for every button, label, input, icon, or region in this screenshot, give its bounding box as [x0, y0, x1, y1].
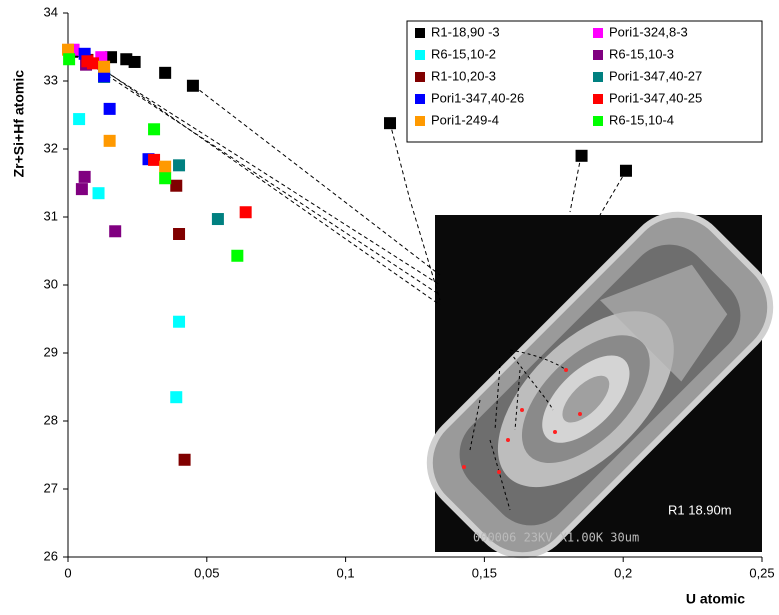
legend-label: R1-18,90 -3: [431, 24, 500, 39]
legend-label: Pori1-324,8-3: [609, 24, 688, 39]
y-tick-label: 27: [44, 480, 58, 495]
y-tick-label: 32: [44, 140, 58, 155]
point: [619, 164, 632, 177]
y-tick-label: 26: [44, 548, 58, 563]
point: [109, 225, 122, 238]
y-tick-label: 29: [44, 344, 58, 359]
legend-swatch: [593, 28, 603, 38]
point: [239, 206, 252, 219]
point: [173, 315, 186, 328]
y-tick-label: 33: [44, 72, 58, 87]
legend-label: Pori1-347,40-25: [609, 90, 702, 105]
x-tick-label: 0,15: [472, 565, 497, 580]
legend-swatch: [415, 28, 425, 38]
point: [148, 153, 161, 166]
y-tick-label: 34: [44, 4, 58, 19]
point: [78, 170, 91, 183]
point: [103, 134, 116, 147]
legend-swatch: [415, 116, 425, 126]
point: [211, 213, 224, 226]
inset-label: R1 18.90m: [668, 502, 732, 517]
x-axis-label: U atomic: [686, 591, 745, 607]
point: [159, 66, 172, 79]
legend-label: Pori1-347,40-27: [609, 68, 702, 83]
y-tick-label: 30: [44, 276, 58, 291]
legend-box: [406, 20, 763, 143]
x-tick-label: 0,1: [337, 565, 355, 580]
point: [128, 55, 141, 68]
point: [62, 43, 74, 56]
point: [105, 51, 118, 64]
point: [63, 53, 76, 66]
x-tick-label: 0,2: [614, 565, 632, 580]
point: [92, 187, 105, 200]
leader-lines: [74, 51, 627, 306]
x-tick-label: 0: [64, 565, 71, 580]
legend-swatch: [593, 72, 603, 82]
point: [173, 159, 186, 172]
legend-swatch: [593, 50, 603, 60]
legend-swatch: [593, 94, 603, 104]
legend-swatch: [415, 94, 425, 104]
point: [384, 117, 397, 130]
legend-label: Pori1-249-4: [431, 112, 499, 127]
point: [86, 57, 99, 70]
legend-swatch: [415, 50, 425, 60]
y-tick-label: 31: [44, 208, 58, 223]
legend-swatch: [415, 72, 425, 82]
legend-label: R6-15,10-2: [431, 46, 496, 61]
point: [148, 123, 161, 136]
point: [159, 172, 172, 185]
point: [75, 183, 88, 196]
point: [98, 60, 111, 73]
point: [575, 149, 588, 162]
point: [173, 228, 186, 240]
legend-label: Pori1-347,40-26: [431, 90, 524, 105]
point: [231, 249, 244, 262]
point: [170, 391, 183, 404]
point: [73, 113, 86, 126]
y-axis-label: Zr+Si+Hf atomic: [11, 70, 27, 178]
point: [170, 179, 183, 192]
inset-scale-text: 000006 23KV X1.00K 30um: [473, 531, 639, 545]
point: [98, 70, 111, 83]
y-tick-label: 28: [44, 412, 58, 427]
legend-label: R1-10,20-3: [431, 68, 496, 83]
x-tick-label: 0,25: [749, 565, 774, 580]
point: [186, 79, 199, 92]
inset-image: [426, 211, 774, 559]
point: [120, 53, 133, 66]
legend-swatch: [593, 116, 603, 126]
point: [103, 102, 116, 115]
point: [159, 160, 172, 173]
x-tick-label: 0,05: [194, 565, 219, 580]
legend-label: R6-15,10-4: [609, 112, 674, 127]
point: [178, 453, 191, 466]
legend-label: R6-15,10-3: [609, 46, 674, 61]
